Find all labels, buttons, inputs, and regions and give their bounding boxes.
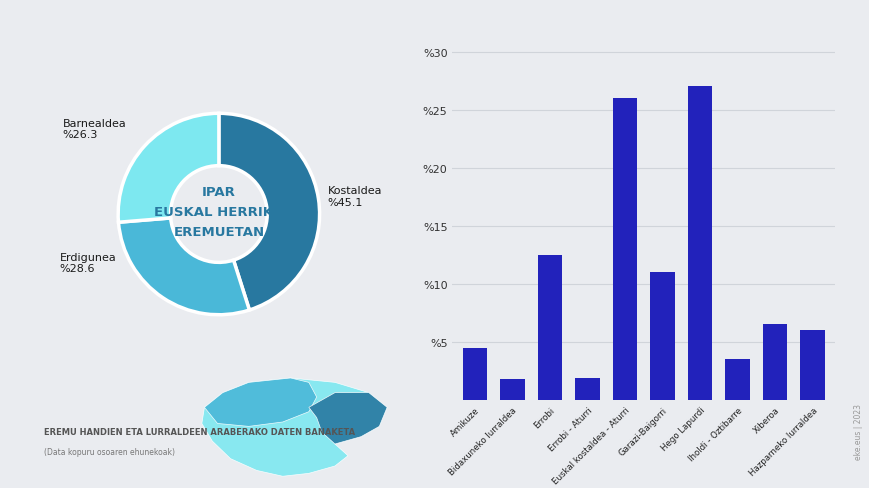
Text: EREMU HANDIEN ETA LURRALDEEN ARABERAKO DATEN BANAKETA: EREMU HANDIEN ETA LURRALDEEN ARABERAKO D… (43, 427, 355, 436)
Polygon shape (202, 378, 387, 476)
Text: (Data kopuru osoaren ehunekoak): (Data kopuru osoaren ehunekoak) (43, 447, 175, 456)
Bar (537, 255, 561, 400)
Polygon shape (308, 393, 387, 444)
Bar (687, 87, 712, 400)
Bar (725, 360, 749, 400)
Bar (650, 273, 674, 400)
Text: Kostaldea
%45.1: Kostaldea %45.1 (328, 186, 381, 207)
Text: Erdigunea
%28.6: Erdigunea %28.6 (60, 252, 116, 274)
Bar (799, 331, 824, 400)
Wedge shape (219, 114, 319, 310)
Text: Barnealdea
%26.3: Barnealdea %26.3 (63, 119, 126, 140)
Bar (500, 379, 524, 400)
Wedge shape (118, 219, 249, 315)
Bar (612, 99, 636, 400)
Bar (762, 325, 786, 400)
Bar (462, 348, 487, 400)
Wedge shape (118, 114, 219, 223)
Bar (574, 378, 599, 400)
Text: eke.eus | 2023: eke.eus | 2023 (853, 403, 862, 459)
Polygon shape (204, 378, 316, 427)
Text: IPAR
EUSKAL HERRIKO
EREMUETAN: IPAR EUSKAL HERRIKO EREMUETAN (154, 186, 283, 239)
